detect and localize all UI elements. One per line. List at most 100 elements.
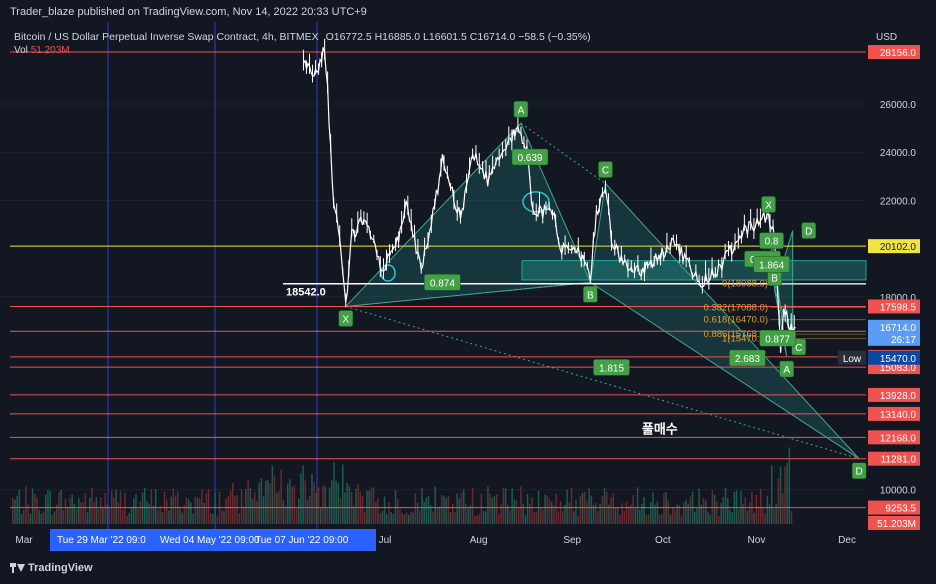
volume-bar (639, 509, 641, 524)
volume-bar (205, 493, 208, 524)
volume-bar (122, 509, 124, 524)
volume-bar (535, 511, 538, 524)
volume-bar (559, 501, 562, 524)
volume-bar (469, 505, 472, 524)
point-label-b: B (587, 290, 594, 301)
level-price-badge-bg (868, 387, 920, 402)
volume-bar (298, 498, 300, 524)
volume-bar (295, 507, 298, 524)
volume-bar (267, 480, 269, 524)
volume-bar (502, 487, 505, 524)
volume-bar (575, 499, 577, 524)
volume-bar (654, 504, 656, 524)
grid (0, 103, 866, 491)
volume-bar (729, 509, 731, 524)
volume-bar (157, 510, 159, 524)
volume-bar (784, 466, 786, 524)
volume-bar (436, 507, 439, 524)
volume-bar (344, 492, 346, 524)
volume-bar (564, 504, 566, 524)
level-price-badge-bg (868, 430, 920, 445)
volume-bar (135, 494, 137, 524)
circle-marker (380, 264, 396, 282)
volume-bar (284, 505, 287, 524)
small-point-label-c: C (795, 343, 802, 354)
volume-bar (265, 480, 267, 524)
volume-bar (683, 502, 685, 524)
volume-bar (203, 502, 205, 524)
volume-bar (357, 484, 359, 524)
volume-bar (416, 502, 419, 524)
fib-level-label: 0(18088.0) (722, 279, 768, 290)
volume-bar (412, 512, 414, 524)
volume-bar (423, 501, 425, 524)
volume-bar (441, 495, 443, 524)
volume-bar (260, 478, 263, 524)
volume-bar (685, 499, 687, 524)
pattern-xb-line (345, 281, 591, 307)
small-point-label-b: B (771, 274, 778, 285)
volume-bar (707, 511, 709, 524)
volume-bar (324, 486, 326, 524)
volume-bar (760, 489, 762, 524)
tradingview-logo[interactable]: TradingView (10, 562, 93, 574)
volume-bar (377, 498, 379, 524)
volume-bar (27, 504, 29, 524)
volume-bar (273, 476, 276, 524)
volume-bar (647, 513, 650, 524)
volume-bar (586, 500, 588, 524)
price-chart[interactable]: 18542.0 0(18088.0) 0.382(17088.0)0.618(164… (0, 0, 936, 554)
volume-bar (487, 486, 489, 524)
ratio-label: 0.8 (765, 237, 779, 248)
volume-bar (463, 489, 465, 524)
volume-bar (56, 504, 58, 524)
point-label-d: D (856, 467, 863, 478)
low-tag-label: Low (843, 354, 862, 365)
volume-bar (722, 496, 725, 524)
volume-bar (225, 498, 227, 524)
volume-bar (78, 498, 80, 524)
volume-bar (524, 515, 527, 524)
volume-bar (51, 514, 54, 524)
time-tick: Dec (838, 535, 856, 546)
volume-bar (716, 501, 718, 524)
volume-bar (262, 495, 265, 524)
volume-bar (313, 482, 315, 524)
volume-bar (84, 492, 87, 524)
volume-bar (619, 514, 621, 524)
volume-bar (742, 504, 744, 524)
volume-bar (676, 504, 678, 524)
volume-bar (597, 511, 599, 524)
volume-bar (414, 493, 417, 524)
volume-bar (634, 508, 637, 524)
volume-bar (201, 489, 203, 524)
date-marker-label: Wed 04 May '22 09:00 (160, 535, 260, 546)
volume-bar (579, 495, 582, 524)
volume-bar (718, 515, 720, 524)
volume-bar (623, 510, 626, 524)
volume-bar (75, 508, 78, 524)
volume-bar (430, 505, 432, 524)
volume-bar (782, 492, 784, 524)
point-label-x-box (338, 310, 353, 327)
volume-bar (386, 514, 388, 524)
volume-bar (130, 507, 133, 524)
ratio-label: 1.815 (599, 363, 624, 374)
volume-bar (636, 487, 639, 524)
volume-bar (592, 504, 595, 524)
ratio-label-box (593, 359, 630, 376)
volume-bar (117, 502, 120, 524)
volume-bar (507, 504, 509, 524)
small-point-label-a: A (783, 365, 790, 376)
volume-bar (207, 489, 210, 524)
volume-bar (460, 492, 463, 524)
volume-bar (254, 492, 256, 524)
volume-bar (753, 512, 755, 524)
level-price-badge: 12168.0 (880, 433, 917, 444)
volume-bar (328, 487, 331, 524)
point-label-c-box (598, 161, 613, 178)
volume-bar (223, 511, 225, 524)
pattern-bcd-triangle (589, 182, 860, 460)
volume-bar (174, 495, 177, 524)
volume-bar (282, 500, 285, 524)
